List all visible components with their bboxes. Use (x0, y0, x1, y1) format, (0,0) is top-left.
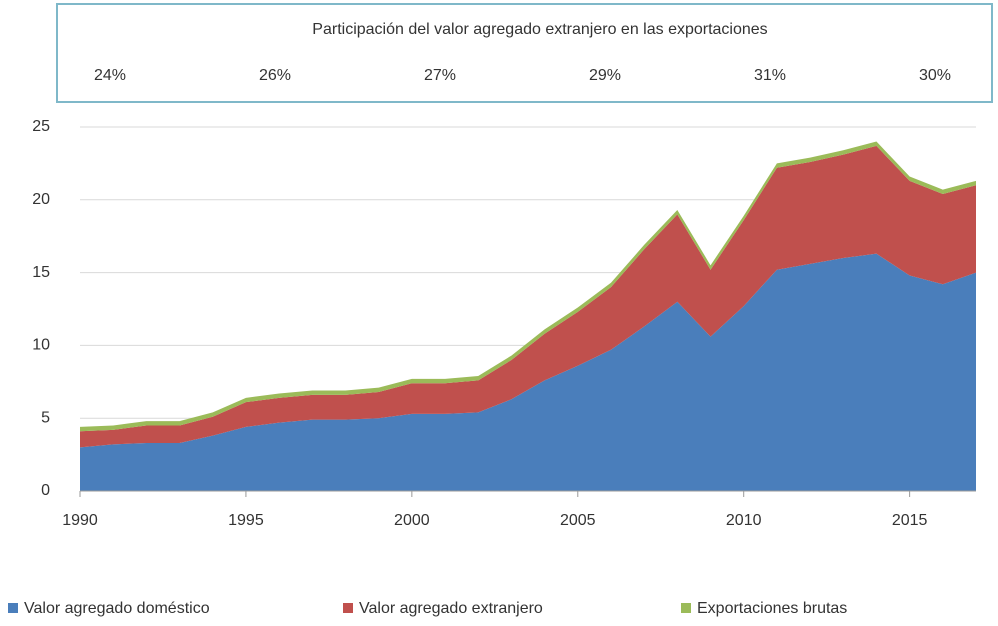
legend-swatch (343, 603, 353, 613)
share-box (56, 3, 993, 103)
share-label: 30% (919, 67, 951, 84)
x-tick-label: 1990 (62, 512, 98, 529)
legend-label: Valor agregado extranjero (359, 600, 543, 617)
x-tick-label: 2010 (726, 512, 762, 529)
x-tick-label: 2005 (560, 512, 596, 529)
share-label: 31% (754, 67, 786, 84)
legend-label: Valor agregado doméstico (24, 600, 210, 617)
legend-swatch (681, 603, 691, 613)
y-tick-label: 10 (32, 337, 50, 354)
chart-title: Participación del valor agregado extranj… (312, 21, 767, 38)
legend-label: Exportaciones brutas (697, 600, 847, 617)
y-tick-label: 25 (32, 118, 50, 135)
y-tick-label: 20 (32, 191, 50, 208)
x-tick-label: 1995 (228, 512, 264, 529)
x-tick-label: 2015 (892, 512, 928, 529)
share-label: 27% (424, 67, 456, 84)
area (80, 145, 976, 448)
x-tick-label: 2000 (394, 512, 430, 529)
y-tick-label: 15 (32, 264, 50, 281)
y-tick-label: 5 (41, 409, 50, 426)
share-label: 29% (589, 67, 621, 84)
y-tick-label: 0 (41, 482, 50, 499)
share-label: 24% (94, 67, 126, 84)
area (80, 253, 976, 491)
legend-swatch (8, 603, 18, 613)
share-label: 26% (259, 67, 291, 84)
